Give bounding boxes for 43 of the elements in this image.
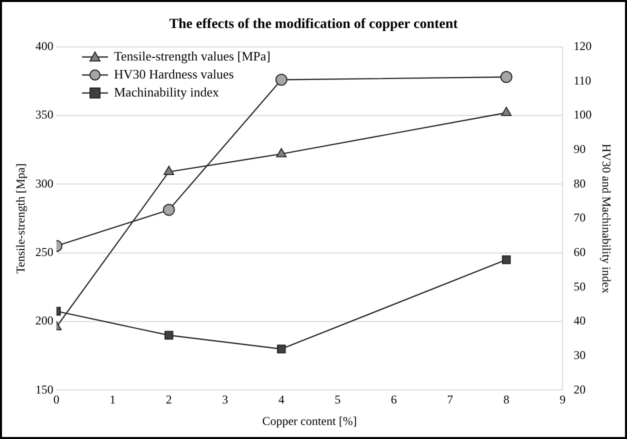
y-tick-label: 400 xyxy=(35,38,54,53)
x-tick-label: 8 xyxy=(503,392,510,407)
point xyxy=(275,74,288,86)
point xyxy=(164,166,174,176)
x-tick-label: 5 xyxy=(334,392,341,407)
point xyxy=(164,330,174,340)
y2-axis-title: HV30 and Machinability index xyxy=(600,144,614,294)
y2-tick-label: 40 xyxy=(574,314,586,328)
y2-tick-label: 60 xyxy=(574,244,586,259)
chart-title: The effects of the modification of copper content xyxy=(169,17,458,32)
y-tick-label: 350 xyxy=(35,108,54,122)
y2-tick-label: 30 xyxy=(574,348,586,362)
legend-label: Tensile-strength values [MPa] xyxy=(114,48,270,64)
y-tick-label: 250 xyxy=(35,244,54,259)
x-tick-label: 1 xyxy=(110,392,116,407)
y-axis-title: Tensile-strength [Mpa] xyxy=(13,163,28,274)
legend-label: Machinability index xyxy=(114,84,220,100)
point xyxy=(276,344,286,354)
x-tick-label: 6 xyxy=(390,392,397,407)
point xyxy=(162,204,175,216)
y2-tick-label: 90 xyxy=(574,142,586,156)
point xyxy=(276,148,287,158)
x-axis-title: Copper content [%] xyxy=(262,414,357,428)
x-tick-label: 7 xyxy=(447,392,454,407)
point xyxy=(501,106,512,116)
point xyxy=(502,255,511,264)
y2-tick-label: 70 xyxy=(574,210,586,225)
y2-tick-label: 120 xyxy=(574,38,592,53)
x-tick-label: 3 xyxy=(222,392,228,407)
y2-tick-label: 100 xyxy=(574,108,592,122)
x-tick-label: 4 xyxy=(278,392,284,407)
y-tick-label: 200 xyxy=(35,314,54,328)
x-tick-label: 0 xyxy=(53,392,60,407)
y2-tick-label: 50 xyxy=(574,279,586,294)
x-tick-label: 2 xyxy=(166,392,172,407)
y2-tick-label: 110 xyxy=(574,73,592,88)
y-tick-label: 150 xyxy=(35,382,54,396)
y2-tick-label: 20 xyxy=(574,382,586,396)
legend-label: HV30 Hardness values xyxy=(114,66,234,82)
y-tick-label: 300 xyxy=(35,176,54,190)
point xyxy=(500,71,512,84)
y2-tick-label: 80 xyxy=(574,176,586,190)
x-tick-label: 9 xyxy=(560,392,566,407)
